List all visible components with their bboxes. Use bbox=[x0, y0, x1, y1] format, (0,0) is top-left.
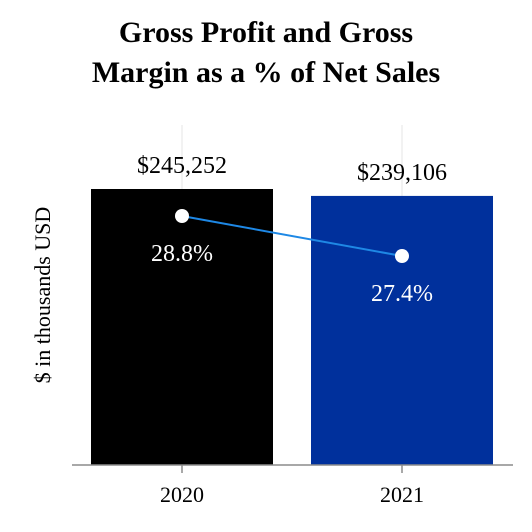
gross-margin-label: 27.4% bbox=[371, 281, 433, 307]
tick-layer: 2020 2021 bbox=[160, 465, 424, 507]
line-layer bbox=[175, 209, 409, 263]
label-layer: $245,252 $239,106 28.8% 27.4% bbox=[137, 153, 447, 307]
gross-margin-label: 28.8% bbox=[151, 241, 213, 267]
bar-value-label: $239,106 bbox=[357, 160, 447, 186]
bar-layer bbox=[91, 189, 493, 465]
chart-title-line-1: Gross Profit and Gross bbox=[119, 16, 413, 49]
x-tick-label: 2020 bbox=[160, 482, 204, 507]
y-axis-label: $ in thousands USD bbox=[30, 207, 55, 384]
gross-margin-point bbox=[395, 249, 409, 263]
chart-title-line-2: Margin as a % of Net Sales bbox=[92, 56, 440, 89]
bar-2020 bbox=[91, 189, 273, 465]
bar-2021 bbox=[311, 195, 493, 465]
bar-value-label: $245,252 bbox=[137, 153, 227, 179]
x-tick-label: 2021 bbox=[380, 482, 424, 507]
gross-margin-point bbox=[175, 209, 189, 223]
gross-margin-line bbox=[181, 215, 403, 257]
